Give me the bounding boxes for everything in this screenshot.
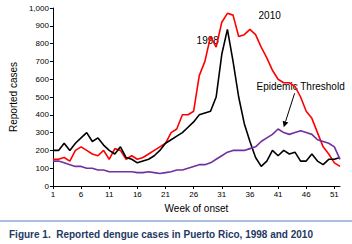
- svg-text:1: 1: [51, 190, 56, 199]
- svg-text:Epidemic Threshold: Epidemic Threshold: [256, 81, 344, 92]
- svg-text:500: 500: [36, 93, 50, 102]
- svg-text:700: 700: [36, 57, 50, 66]
- svg-text:0: 0: [44, 182, 49, 191]
- svg-text:900: 900: [36, 21, 50, 30]
- svg-text:100: 100: [36, 164, 50, 173]
- svg-text:Reported cases: Reported cases: [8, 62, 19, 132]
- svg-text:600: 600: [36, 75, 50, 84]
- svg-text:21: 21: [161, 190, 170, 199]
- svg-text:11: 11: [105, 190, 114, 199]
- svg-text:36: 36: [245, 190, 254, 199]
- svg-text:2010: 2010: [259, 10, 282, 21]
- svg-text:41: 41: [274, 190, 283, 199]
- svg-text:Week of onset: Week of onset: [165, 203, 229, 214]
- svg-text:300: 300: [36, 128, 50, 137]
- svg-text:1,000: 1,000: [29, 4, 50, 13]
- svg-text:31: 31: [217, 190, 226, 199]
- svg-text:16: 16: [133, 190, 142, 199]
- svg-text:51: 51: [330, 190, 339, 199]
- svg-text:400: 400: [36, 110, 50, 119]
- svg-text:200: 200: [36, 146, 50, 155]
- svg-text:Figure 1.: Figure 1.: [9, 229, 51, 240]
- svg-text:1998: 1998: [197, 35, 220, 46]
- svg-text:800: 800: [36, 39, 50, 48]
- svg-text:Reported dengue cases in Puert: Reported dengue cases in Puerto Rico, 19…: [51, 229, 314, 240]
- svg-text:26: 26: [189, 190, 198, 199]
- svg-text:6: 6: [79, 190, 84, 199]
- svg-text:46: 46: [302, 190, 311, 199]
